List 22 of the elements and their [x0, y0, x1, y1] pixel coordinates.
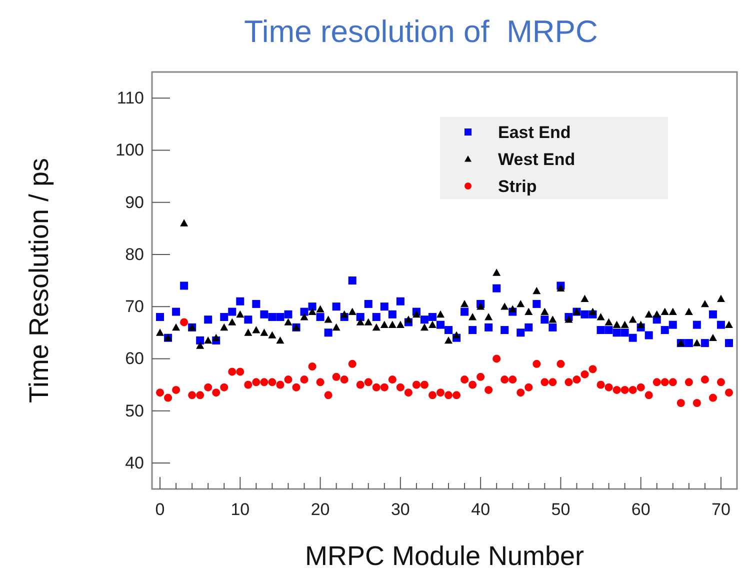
y-tick-label: 50: [125, 401, 144, 420]
x-tick-label: 30: [390, 500, 410, 520]
y-tick-label: 70: [125, 297, 144, 316]
legend-label: West End: [498, 150, 576, 169]
legend-label: Strip: [498, 176, 537, 196]
y-tick-label: 40: [125, 453, 144, 472]
x-tick-label: 20: [310, 500, 330, 520]
legend-label: East End: [498, 122, 571, 142]
x-tick-label: 60: [631, 500, 650, 520]
y-tick-label: 90: [125, 192, 144, 212]
x-tick-label: 10: [230, 500, 250, 520]
x-tick-label: 70: [712, 500, 730, 520]
x-axis-title: MRPC Module Number: [304, 541, 584, 571]
y-tick-label: 110: [116, 88, 144, 108]
x-tick-label: 40: [471, 500, 490, 520]
y-tick-label: 80: [125, 244, 144, 264]
x-tick-label: 50: [551, 500, 570, 520]
y-tick-label: 100: [116, 140, 144, 160]
y-axis-title: Time Resolution / ps: [24, 158, 54, 404]
chart-title: Time resolution of MRPC: [244, 14, 598, 49]
x-tick-label: 0: [155, 500, 165, 520]
y-tick-label: 60: [125, 349, 144, 368]
